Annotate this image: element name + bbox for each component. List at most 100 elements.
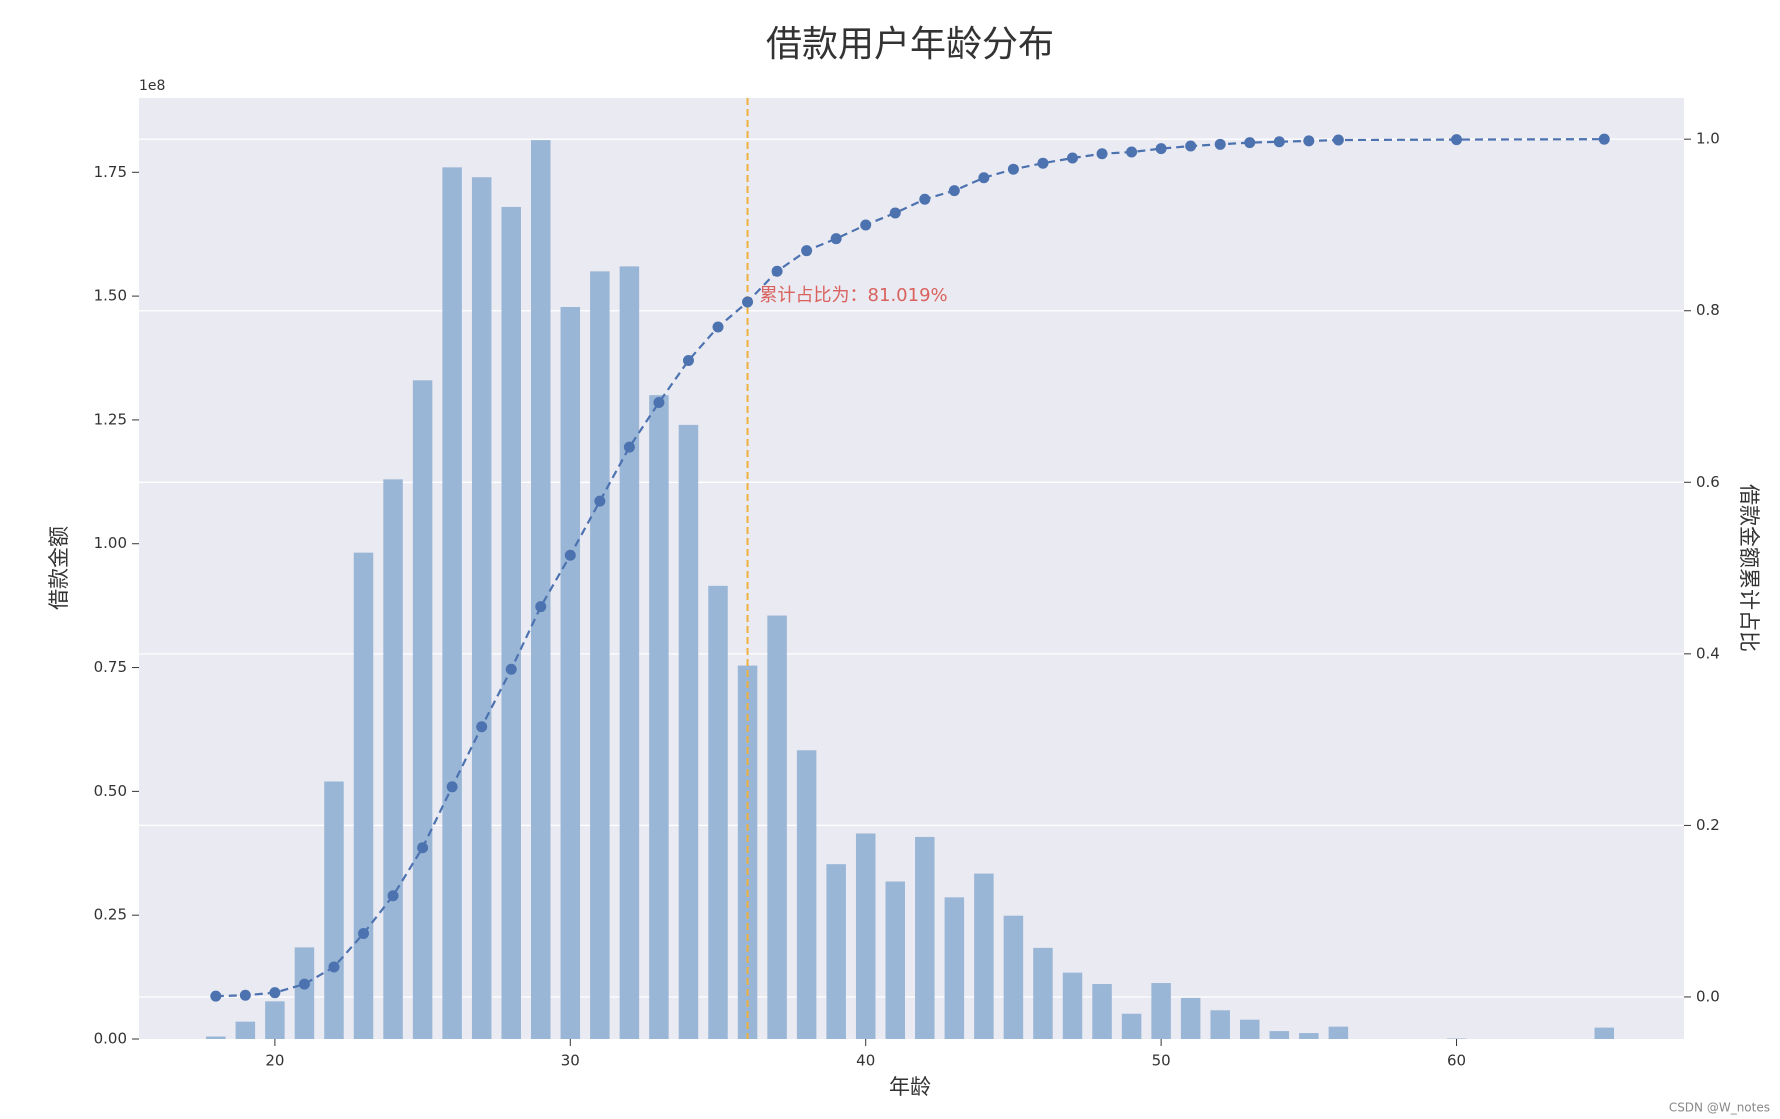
bar	[1210, 1010, 1230, 1039]
point	[978, 172, 990, 184]
y-tick-label: 0.50	[94, 782, 127, 800]
point	[860, 219, 872, 231]
point	[712, 321, 724, 333]
bar	[708, 585, 728, 1039]
x-tick-label: 60	[1447, 1052, 1466, 1070]
bar	[885, 881, 906, 1039]
point	[682, 354, 694, 366]
point	[801, 245, 813, 257]
y2-tick-label: 0.8	[1696, 301, 1720, 319]
point	[742, 296, 754, 308]
bar	[1594, 1027, 1614, 1039]
point	[446, 781, 458, 793]
y2-tick-label: 0.2	[1696, 816, 1720, 834]
bar	[826, 864, 846, 1039]
point	[239, 989, 251, 1001]
bar	[1121, 1013, 1142, 1039]
point	[1066, 152, 1078, 164]
bar	[560, 307, 581, 1039]
bar	[1033, 947, 1053, 1039]
point	[919, 193, 931, 205]
point	[1155, 143, 1167, 155]
bar	[619, 266, 640, 1039]
watermark: CSDN @W_notes	[1669, 1101, 1770, 1115]
point	[594, 495, 606, 507]
bar	[1062, 972, 1083, 1039]
x-tick-label: 50	[1152, 1052, 1171, 1070]
bar	[1328, 1026, 1349, 1039]
y-axis-label: 借款金额	[47, 526, 71, 610]
point	[1185, 140, 1197, 152]
bar	[855, 833, 876, 1039]
bar	[590, 271, 610, 1039]
x-tick-label: 40	[856, 1052, 875, 1070]
point	[505, 663, 517, 675]
point	[417, 842, 429, 854]
bar	[353, 552, 374, 1039]
bar	[265, 1001, 285, 1039]
point	[210, 990, 222, 1002]
bar	[531, 140, 551, 1040]
point	[298, 978, 310, 990]
bar	[915, 836, 935, 1039]
chart-title: 借款用户年龄分布	[766, 24, 1054, 65]
bar	[206, 1036, 226, 1039]
point	[1007, 163, 1019, 175]
bar	[501, 206, 521, 1040]
point	[1598, 133, 1610, 145]
bar	[1269, 1031, 1290, 1039]
bar	[294, 947, 315, 1039]
y-offset-label: 1e8	[139, 78, 165, 94]
x-tick-label: 20	[265, 1052, 284, 1070]
point	[358, 927, 370, 939]
point	[564, 549, 576, 561]
point	[623, 441, 635, 453]
bar	[1092, 984, 1112, 1039]
bar	[767, 615, 787, 1039]
point	[1273, 136, 1285, 148]
bar	[383, 479, 403, 1039]
bar	[796, 750, 817, 1039]
bar	[1003, 915, 1024, 1039]
point	[1244, 137, 1256, 149]
y-tick-label: 0.75	[94, 658, 127, 676]
point	[387, 890, 399, 902]
y-tick-label: 1.00	[94, 534, 127, 552]
bar	[678, 424, 699, 1040]
bar	[1239, 1019, 1260, 1039]
bar	[974, 873, 994, 1039]
y-tick-label: 1.25	[94, 410, 127, 428]
point	[1303, 135, 1315, 147]
x-tick-label: 30	[561, 1052, 580, 1070]
point	[771, 265, 783, 277]
bar	[442, 167, 462, 1039]
point	[1037, 157, 1049, 169]
bar	[235, 1021, 256, 1039]
bar	[471, 177, 492, 1039]
bar	[1180, 997, 1201, 1039]
y2-tick-label: 0.6	[1696, 473, 1720, 491]
bar	[944, 897, 965, 1039]
y-tick-label: 1.50	[94, 287, 127, 305]
point	[269, 987, 281, 999]
point	[830, 233, 842, 245]
point	[535, 601, 547, 613]
point	[1451, 134, 1463, 146]
y2-axis-label: 借款金额累计占比	[1737, 484, 1761, 652]
bar	[1299, 1033, 1319, 1039]
bar	[324, 781, 344, 1039]
point	[889, 207, 901, 219]
y-tick-label: 0.25	[94, 906, 127, 924]
point	[1214, 138, 1226, 150]
bar	[649, 395, 669, 1039]
point	[1126, 146, 1138, 158]
point	[476, 721, 488, 733]
annotation: 累计占比为：81.019%	[760, 285, 948, 306]
y2-tick-label: 0.4	[1696, 644, 1720, 662]
point	[1096, 148, 1108, 160]
point	[948, 185, 960, 197]
y-tick-label: 1.75	[94, 163, 127, 181]
bar	[1151, 983, 1171, 1039]
point	[1332, 134, 1344, 146]
